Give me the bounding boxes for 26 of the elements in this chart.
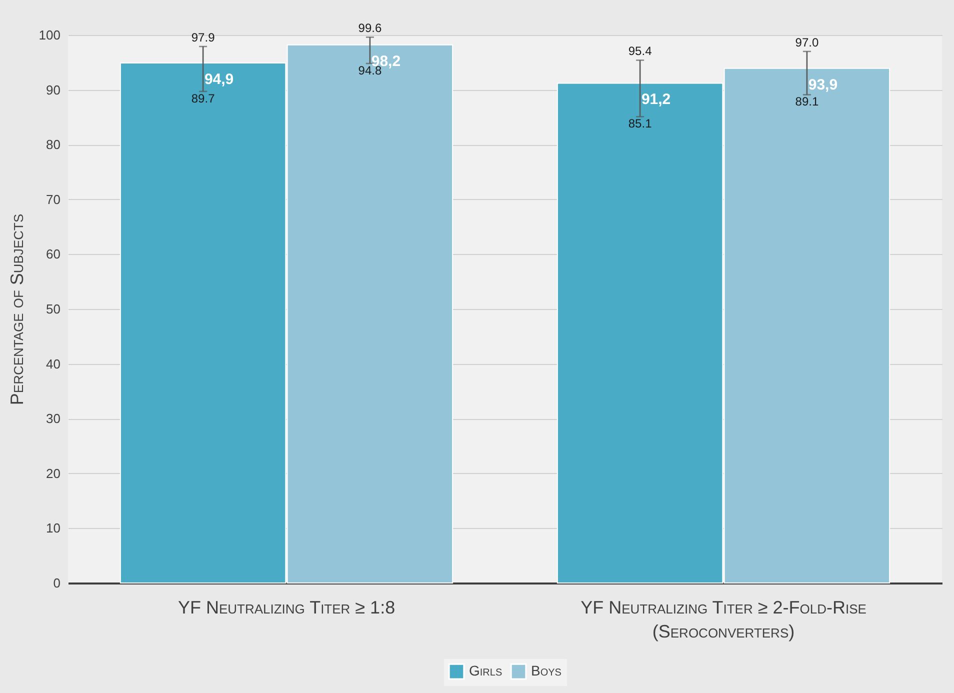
annotation: 89.7 [191, 91, 216, 106]
legend-label: Boys [531, 662, 562, 679]
y-tick-label: 30 [46, 411, 60, 426]
x-tick-label: YF Neutralizing Titer ≥ 2-Fold-Rise (Seroconverters) [580, 598, 867, 642]
text: 99.6 [358, 21, 382, 36]
y-tick-label: 100 [38, 28, 60, 42]
y-tick-label: 50 [46, 302, 60, 316]
legend-label: Girls [469, 662, 502, 679]
annotation: 95.4 [628, 44, 652, 58]
y-tick-label: 70 [46, 192, 60, 207]
annotation: 97.0 [795, 35, 819, 50]
data-label: 91,2 [641, 91, 671, 108]
y-tick-label: 10 [46, 520, 60, 536]
y-tick-label: 20 [46, 466, 60, 481]
annotation: 89.1 [795, 94, 819, 109]
y-axis-title: Percentage of Subjects [6, 214, 27, 406]
y-tick-label: 0 [53, 576, 60, 590]
x-tick-label: YF Neutralizing Titer ≥ 1:8 [178, 598, 396, 618]
data-label: 94,9 [204, 70, 234, 88]
y-tick-label: 40 [46, 356, 60, 372]
y-tick-label: 80 [46, 137, 60, 152]
y-tick-label: 60 [46, 246, 60, 262]
annotation: 85.1 [628, 116, 652, 131]
y-tick-label: 90 [46, 82, 60, 98]
annotation: 97.9 [191, 30, 216, 45]
data-label: 93,9 [808, 76, 838, 94]
